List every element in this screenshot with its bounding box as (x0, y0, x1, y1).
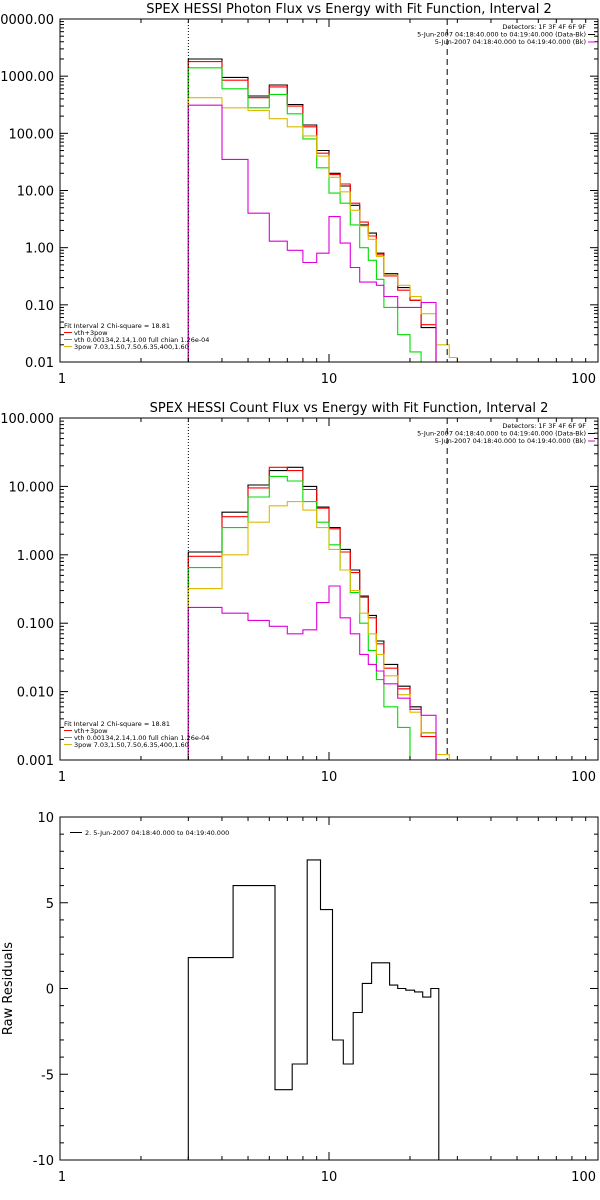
series-line-data-bk (187, 466, 437, 760)
y-tick-label: 5 (46, 897, 54, 912)
y-axis-label: Raw Residuals (1, 942, 16, 1035)
plot-frame (59, 816, 599, 1161)
series-group (187, 466, 450, 760)
info-text-line: Detectors: 1F 3F 4F 6F 9F (502, 422, 586, 430)
legend-header: Fit Interval 2 Chi-square = 18.81 (64, 720, 170, 728)
series-line-bk (187, 585, 437, 760)
series-line-vth (187, 475, 422, 760)
x-tick-label: 1 (58, 372, 66, 387)
series-line-residuals (187, 859, 440, 1160)
series-line-vth (187, 67, 422, 362)
y-tick-label: 10.000 (9, 480, 55, 495)
y-tick-label: 0 (46, 983, 54, 998)
series-line-total (187, 61, 437, 362)
info-text-line: 5-Jun-2007 04:18:40.000 to 04:19:40.000 … (417, 31, 586, 39)
y-tick-label: 0.10 (25, 299, 54, 314)
chart-panel-1: SPEX HESSI Photon Flux vs Energy with Fi… (0, 2, 599, 387)
series-line-data-bk (187, 58, 437, 362)
chart-panel-3: Raw Residuals 1 10 100 -10 -5 0 5 10 2. 5-Jun-200… (1, 811, 599, 1185)
legend-label: vth+3pow (74, 727, 108, 735)
y-tick-label: 0000.00 (0, 13, 54, 28)
y-tick-label: -10 (33, 1154, 54, 1169)
legend-label: vth 0.00134,2.14,1.00 full chian 1.26e-0… (74, 336, 209, 344)
x-tick-label: 100 (571, 770, 596, 785)
y-tick-label: 10 (37, 811, 54, 826)
legend-label: 2. 5-Jun-2007 04:18:40.000 to 04:19:40.0… (85, 829, 229, 837)
x-tick-label: 10 (321, 372, 338, 387)
x-tick-label: 1 (58, 770, 66, 785)
legend-header: Fit Interval 2 Chi-square = 18.81 (64, 322, 170, 330)
legend-label: 3pow 7.03,1.50,7.50,6.35,400,1.60 (74, 741, 189, 749)
y-tick-label: -5 (41, 1068, 54, 1083)
y-tick-label: 100.000 (0, 412, 54, 427)
x-tick-label: 1 (58, 1170, 66, 1185)
info-text-line: Detectors: 1F 3F 4F 6F 9F (502, 23, 586, 31)
series-line-3pow (187, 501, 450, 760)
y-tick-label: 0.010 (17, 686, 54, 701)
x-tick-label: 10 (321, 1170, 338, 1185)
y-tick-label: 100.00 (9, 127, 55, 142)
x-tick-label: 100 (571, 372, 596, 387)
y-tick-label: 10.00 (17, 185, 54, 200)
legend-label: vth 0.00134,2.14,1.00 full chian 1.26e-0… (74, 734, 209, 742)
chart-panel-2: SPEX HESSI Count Flux vs Energy with Fit… (0, 401, 599, 785)
series-line-total (187, 466, 437, 760)
series-line-3pow (187, 97, 458, 362)
legend-label: 3pow 7.03,1.50,7.50,6.35,400,1.60 (74, 343, 189, 351)
series-group (187, 58, 458, 362)
y-tick-label: 1.000 (17, 549, 54, 564)
y-tick-label: 0.001 (17, 754, 54, 769)
y-tick-label: 0.01 (25, 356, 54, 371)
series-group (187, 859, 440, 1160)
chart-title: SPEX HESSI Count Flux vs Energy with Fit… (150, 401, 549, 416)
x-tick-label: 100 (571, 1170, 596, 1185)
info-text-line: 5-Jun-2007 04:18:40.000 to 04:19:40.000 … (417, 430, 586, 438)
chart-title: SPEX HESSI Photon Flux vs Energy with Fi… (146, 2, 552, 17)
legend-label: vth+3pow (74, 329, 108, 337)
y-tick-label: 1000.00 (0, 70, 54, 85)
info-text-line: 5-Jun-2007 04:18:40.000 to 04:19:40.000 … (435, 38, 586, 46)
info-text-line: 5-Jun-2007 04:18:40.000 to 04:19:40.000 … (435, 437, 586, 445)
y-tick-label: 1.00 (25, 242, 54, 257)
series-line-bk (187, 104, 437, 362)
x-tick-label: 10 (321, 770, 338, 785)
y-tick-label: 0.100 (17, 617, 54, 632)
